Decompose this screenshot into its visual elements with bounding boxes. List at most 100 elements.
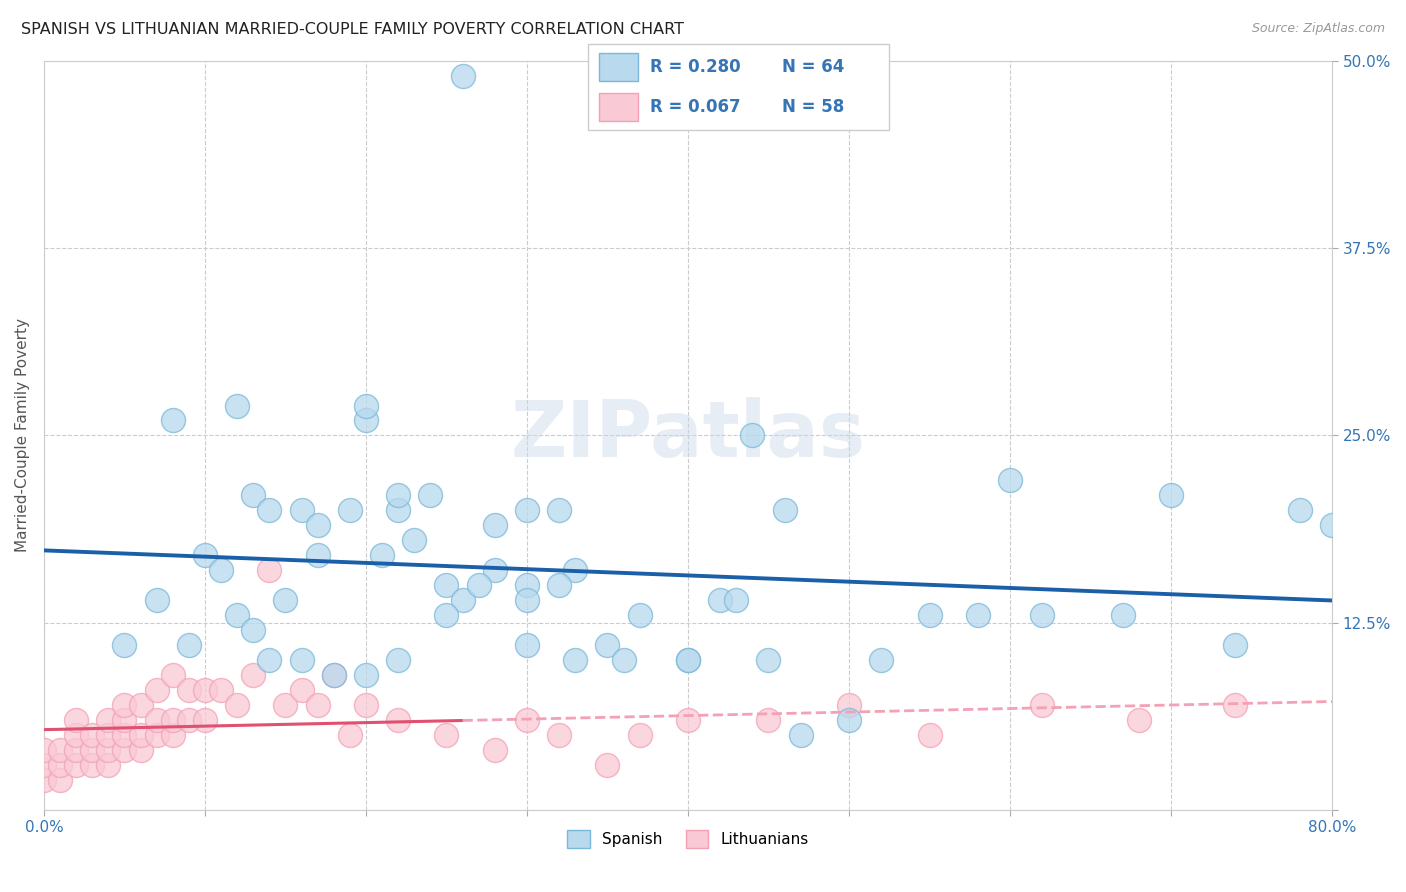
Text: N = 64: N = 64 [782, 58, 845, 76]
Point [998, 474, 1021, 488]
Point [548, 578, 571, 592]
Point [1225, 638, 1247, 652]
Point [918, 728, 941, 742]
Point [307, 548, 329, 562]
Text: R = 0.067: R = 0.067 [650, 98, 740, 116]
Point [242, 668, 264, 682]
Point [484, 563, 506, 577]
Point [371, 548, 394, 562]
Point [209, 563, 232, 577]
Point [484, 518, 506, 533]
Point [194, 713, 217, 727]
Point [387, 653, 409, 667]
Point [596, 757, 619, 772]
Point [129, 728, 152, 742]
Point [82, 757, 104, 772]
Point [451, 593, 474, 607]
Point [676, 653, 699, 667]
Point [65, 728, 87, 742]
Point [32, 757, 55, 772]
Point [1031, 698, 1053, 712]
Legend: Spanish, Lithuanians: Spanish, Lithuanians [561, 823, 815, 855]
Point [259, 503, 281, 517]
Point [194, 548, 217, 562]
Y-axis label: Married-Couple Family Poverty: Married-Couple Family Poverty [15, 318, 30, 552]
Point [404, 533, 426, 548]
Text: N = 58: N = 58 [782, 98, 845, 116]
Point [307, 698, 329, 712]
Point [162, 668, 184, 682]
Point [516, 593, 538, 607]
Point [725, 593, 748, 607]
Point [741, 428, 763, 442]
Point [1031, 608, 1053, 623]
Point [628, 608, 651, 623]
Point [596, 638, 619, 652]
Point [516, 713, 538, 727]
Point [145, 683, 167, 698]
Point [32, 772, 55, 787]
Point [97, 713, 120, 727]
Point [259, 563, 281, 577]
Point [1112, 608, 1135, 623]
Point [709, 593, 731, 607]
Point [339, 728, 361, 742]
FancyBboxPatch shape [599, 93, 638, 120]
Point [516, 578, 538, 592]
Point [387, 488, 409, 502]
Point [548, 728, 571, 742]
Point [1128, 713, 1150, 727]
Point [162, 728, 184, 742]
Point [145, 728, 167, 742]
Point [112, 698, 135, 712]
Point [628, 728, 651, 742]
Point [451, 69, 474, 83]
Point [194, 683, 217, 698]
Point [112, 638, 135, 652]
Point [112, 713, 135, 727]
Point [516, 503, 538, 517]
Point [129, 698, 152, 712]
Point [290, 683, 312, 698]
Point [838, 713, 860, 727]
Point [209, 683, 232, 698]
Point [436, 578, 458, 592]
Point [1289, 503, 1312, 517]
Text: SPANISH VS LITHUANIAN MARRIED-COUPLE FAMILY POVERTY CORRELATION CHART: SPANISH VS LITHUANIAN MARRIED-COUPLE FAM… [21, 22, 685, 37]
Point [290, 653, 312, 667]
Point [32, 743, 55, 757]
Point [65, 743, 87, 757]
Point [112, 743, 135, 757]
Point [1225, 698, 1247, 712]
Point [274, 698, 297, 712]
Point [49, 757, 72, 772]
Point [789, 728, 811, 742]
Point [676, 653, 699, 667]
Point [259, 653, 281, 667]
Point [516, 638, 538, 652]
Text: ZIPatlas: ZIPatlas [510, 398, 866, 474]
Point [966, 608, 988, 623]
Point [97, 757, 120, 772]
Point [1160, 488, 1182, 502]
Point [436, 608, 458, 623]
Point [918, 608, 941, 623]
Point [49, 772, 72, 787]
Point [838, 698, 860, 712]
Point [354, 698, 377, 712]
Point [613, 653, 636, 667]
Point [758, 653, 780, 667]
Point [65, 713, 87, 727]
Point [564, 563, 586, 577]
Point [354, 668, 377, 682]
Point [773, 503, 796, 517]
Point [339, 503, 361, 517]
Point [65, 757, 87, 772]
Point [354, 399, 377, 413]
Point [177, 683, 200, 698]
Point [387, 713, 409, 727]
Point [484, 743, 506, 757]
Point [226, 608, 249, 623]
Point [177, 638, 200, 652]
Point [322, 668, 344, 682]
